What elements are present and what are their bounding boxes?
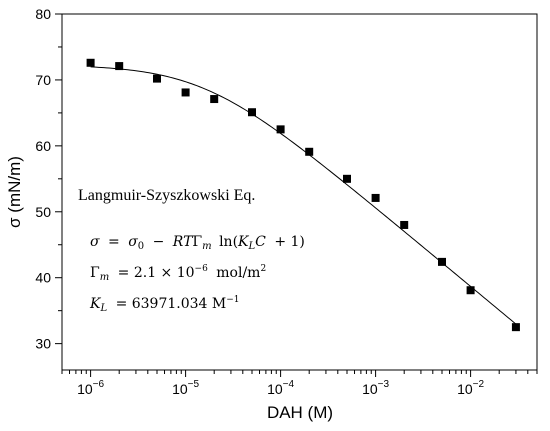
- data-point: [248, 108, 256, 117]
- data-point: [86, 58, 95, 67]
- equation-line-1: σ = σ0 − RTΓm ln(KLC + 1): [90, 234, 305, 253]
- data-point: [153, 74, 161, 83]
- equation-line-2: Γm = 2.1 × 10−6 mol/m2: [90, 259, 266, 284]
- y-tick-label: 80: [35, 6, 51, 22]
- data-point: [210, 95, 219, 104]
- equation-annotation: Langmuir-Szyszkowski Eq. σ = σ0 − RTΓm l…: [78, 187, 305, 315]
- y-tick-label: 50: [35, 204, 51, 220]
- data-point: [181, 88, 190, 97]
- y-tick-label: 60: [35, 138, 51, 154]
- data-point: [305, 147, 314, 156]
- x-tick-label: 10−5: [172, 379, 199, 397]
- equation-line-3: KL = 63971.034 M−1: [89, 295, 240, 315]
- y-tick-label: 70: [35, 72, 51, 88]
- data-point: [438, 257, 446, 266]
- y-axis-title: σ (mN/m): [5, 156, 24, 228]
- y-tick-label: 40: [35, 270, 51, 286]
- data-point: [343, 174, 351, 183]
- data-point: [511, 323, 520, 332]
- x-axis-title: DAH (M): [267, 403, 333, 422]
- x-tick-label: 10−3: [362, 379, 389, 397]
- data-point: [400, 220, 409, 229]
- plot-frame: [61, 13, 538, 371]
- data-point: [276, 125, 285, 134]
- equation-title: Langmuir-Szyszkowski Eq.: [78, 187, 255, 204]
- x-tick-label: 10−6: [77, 379, 104, 397]
- y-axis-ticks: 30 40 50 60 70 80: [35, 6, 62, 352]
- x-axis-ticks: 10−6 10−5 10−4 10−3 10−2: [61, 370, 538, 397]
- y-tick-label: 30: [35, 336, 51, 352]
- data-point: [371, 193, 380, 202]
- x-tick-label: 10−4: [267, 379, 294, 397]
- x-tick-label: 10−2: [457, 379, 484, 397]
- data-point: [466, 286, 475, 295]
- data-point: [115, 62, 124, 71]
- data-points: [86, 58, 520, 332]
